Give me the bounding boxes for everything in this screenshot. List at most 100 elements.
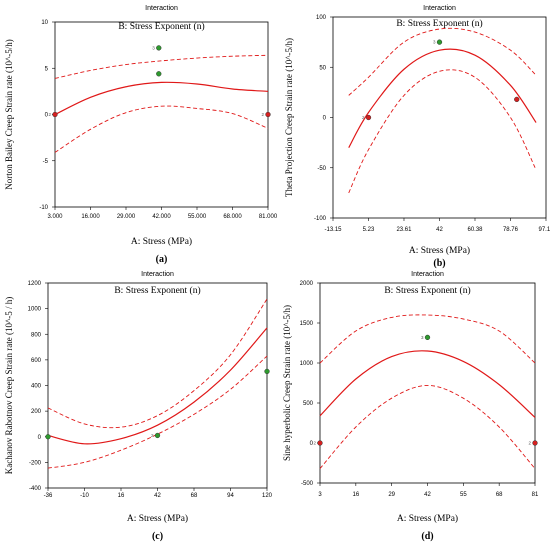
chart-2-y-tick-label: 50 — [319, 65, 326, 71]
chart-4-point-count-label: 3 — [421, 335, 424, 340]
chart-2-x-tick-label: 23.61 — [396, 227, 412, 233]
chart-2-x-tick-label: 5.23 — [363, 227, 375, 233]
chart-3-ci-upper-line — [47, 298, 268, 429]
chart-1-subtitle: B: Stress Exponent (n) — [118, 21, 204, 32]
chart-1-point-count-label: 2 — [261, 112, 264, 117]
chart-4-data-point — [424, 334, 431, 341]
chart-3-y-tick-label: -400 — [29, 486, 42, 492]
chart-2-y-tick-label: 0 — [323, 116, 327, 122]
chart-1-x-tick-label: 3.000 — [47, 214, 63, 220]
chart-3-x-tick-label: -10 — [80, 493, 89, 499]
chart-4-fit-line — [319, 350, 536, 418]
chart-2-y-tick-label: -100 — [314, 216, 327, 222]
chart-2-subtitle: B: Stress Exponent (n) — [396, 18, 482, 29]
chart-1-x-tick-label: 42.000 — [152, 214, 171, 220]
chart-4-x-tick-label: 55 — [460, 492, 467, 498]
chart-1-x-axis-label: A: Stress (MPa) — [131, 236, 192, 247]
chart-3-ci-lower-line — [47, 355, 268, 469]
chart-4-x-tick-label: 81 — [532, 492, 539, 498]
chart-3-plot-frame — [47, 282, 268, 489]
chart-1-x-tick-label: 16.000 — [81, 214, 100, 220]
chart-2-data-point — [365, 114, 372, 121]
chart-2-y-axis-label: Theta Projection Creep Strain rate (10^-… — [284, 38, 294, 197]
chart-1-y-axis-label: Norton Bailey Creep Strain rate (10^-5/h… — [4, 39, 14, 189]
chart-4-header: Interaction — [411, 271, 444, 278]
chart-4-y-tick-label: 0 — [310, 441, 314, 447]
chart-3-x-tick-label: 68 — [191, 493, 198, 499]
chart-1-x-tick-label: 81.000 — [259, 214, 278, 220]
chart-4-y-tick-label: 1500 — [300, 321, 314, 327]
chart-4-ci-lower-line — [319, 384, 536, 469]
chart-4-subtitle: B: Stress Exponent (n) — [384, 285, 470, 296]
chart-3-y-tick-label: 0 — [38, 435, 42, 441]
chart-2-header: Interaction — [423, 5, 456, 12]
chart-4-point-count-label: 2 — [528, 441, 531, 446]
chart-4-x-tick-label: 68 — [496, 492, 503, 498]
chart-3-y-tick-label: 400 — [31, 384, 42, 390]
chart-2-y-tick-label: -50 — [317, 166, 326, 172]
chart-4-x-axis-label: A: Stress (MPa) — [397, 513, 458, 524]
chart-3-y-tick-label: 200 — [31, 409, 42, 415]
chart-3-y-tick-label: 1000 — [28, 307, 42, 313]
chart-3-x-tick-label: -36 — [44, 493, 53, 499]
chart-1-data-point — [156, 45, 162, 51]
chart-2-x-axis-label: A: Stress (MPa) — [409, 245, 470, 256]
chart-4-plot-frame — [319, 282, 536, 484]
chart-3-x-tick-label: 94 — [227, 493, 234, 499]
chart-2-ci-upper-line — [348, 27, 537, 96]
chart-4-y-axis-label: Sine hyperbolic Creep Strain rate (10^-5… — [282, 305, 292, 461]
chart-3-x-tick-label: 16 — [118, 493, 125, 499]
chart-2-data-point — [436, 39, 443, 45]
chart-2-point-count-label: 3 — [433, 40, 436, 45]
chart-3-y-tick-label: 1200 — [28, 281, 42, 287]
chart-2-ci-lower-line — [348, 69, 537, 194]
chart-1-data-point — [156, 71, 162, 77]
chart-4-y-tick-label: 500 — [303, 401, 314, 407]
chart-2-x-tick-label: -13.15 — [324, 227, 342, 233]
chart-1-y-tick-label: 5 — [45, 66, 49, 72]
chart-1-x-tick-label: 55.000 — [188, 214, 207, 220]
chart-1-data-point — [52, 111, 58, 118]
chart-3-y-tick-label: -200 — [29, 460, 42, 466]
chart-3-header: Interaction — [141, 271, 174, 278]
chart-1-x-tick-label: 29.000 — [117, 214, 136, 220]
chart-1-ci-lower-line — [54, 105, 269, 153]
chart-1-y-tick-label: -5 — [43, 159, 49, 165]
chart-3-point-count-label: 2 — [151, 433, 154, 438]
chart-2-x-tick-label: 78.76 — [503, 227, 519, 233]
chart-1-data-point — [265, 111, 271, 118]
chart-4-x-tick-label: 42 — [424, 492, 431, 498]
chart-3-y-tick-label: 800 — [31, 332, 42, 338]
chart-3-x-axis-label: A: Stress (MPa) — [127, 513, 188, 524]
chart-2-x-tick-label: 42 — [436, 227, 443, 233]
chart-4-caption: (d) — [421, 531, 433, 542]
chart-4-x-tick-label: 3 — [318, 492, 322, 498]
chart-4-data-point — [317, 440, 323, 446]
chart-1-y-tick-label: 0 — [45, 113, 49, 119]
chart-4-y-tick-label: -500 — [301, 481, 314, 487]
chart-2-x-tick-label: 97.15 — [538, 227, 550, 233]
chart-1-ci-upper-line — [54, 54, 269, 79]
chart-1-point-count-label: 3 — [152, 45, 155, 50]
chart-3-y-axis-label: Kachanov Rabotnov Creep Strain rate (10^… — [4, 297, 14, 474]
chart-3-subtitle: B: Stress Exponent (n) — [114, 285, 200, 296]
chart-4-x-tick-label: 29 — [388, 492, 395, 498]
chart-3-data-point — [45, 434, 51, 440]
chart-2-x-tick-label: 60.38 — [467, 227, 483, 233]
chart-1-y-tick-label: 10 — [41, 20, 48, 26]
chart-1-x-tick-label: 68.000 — [223, 214, 242, 220]
chart-1-fit-line — [54, 81, 269, 116]
chart-1-header: Interaction — [145, 5, 178, 12]
chart-1-caption: (a) — [156, 254, 168, 265]
chart-2-fit-line — [348, 48, 537, 148]
chart-2-point-count-label: 2 — [362, 115, 365, 120]
chart-2-y-tick-label: 100 — [316, 15, 327, 21]
chart-3-x-tick-label: 120 — [262, 493, 273, 499]
chart-2-caption: (b) — [433, 258, 445, 269]
chart-4-x-tick-label: 16 — [352, 492, 359, 498]
chart-1-y-tick-label: -10 — [39, 205, 48, 211]
chart-3-x-tick-label: 42 — [154, 493, 161, 499]
chart-3-caption: (c) — [152, 531, 163, 542]
chart-3-data-point — [264, 368, 270, 375]
